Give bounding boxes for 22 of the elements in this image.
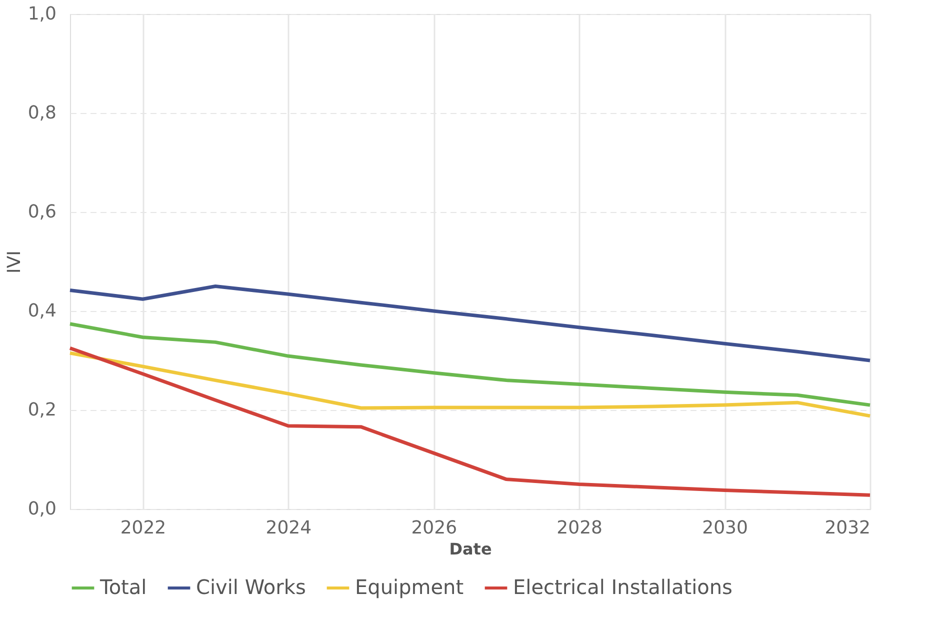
y-tick-label: 0,6 <box>28 202 56 222</box>
x-tick-label: 2024 <box>266 518 312 538</box>
line-series <box>68 346 872 497</box>
x-tick-label: 2022 <box>120 518 166 538</box>
y-tick-label: 0,4 <box>28 300 56 322</box>
line-series <box>68 322 872 407</box>
y-tick-label: 1,0 <box>28 4 56 24</box>
y-tick-label: 0,2 <box>28 400 56 420</box>
legend-label: Equipment <box>355 575 464 599</box>
x-tick-label: 2032 <box>824 518 870 538</box>
legend-label: Civil Works <box>196 575 306 599</box>
y-tick-label: 0,8 <box>28 102 56 124</box>
line-series <box>68 351 872 418</box>
legend-label: Total <box>99 575 147 599</box>
x-tick-label: 2030 <box>702 518 748 538</box>
x-tick-label: 2028 <box>556 518 602 538</box>
y-tick-label: 0,0 <box>28 498 56 520</box>
x-axis-title: Date <box>449 540 492 558</box>
line-series <box>68 284 872 362</box>
y-axis-title: IVI <box>4 250 25 274</box>
x-tick-label: 2026 <box>411 518 458 538</box>
legend-label: Electrical Installations <box>513 575 732 599</box>
